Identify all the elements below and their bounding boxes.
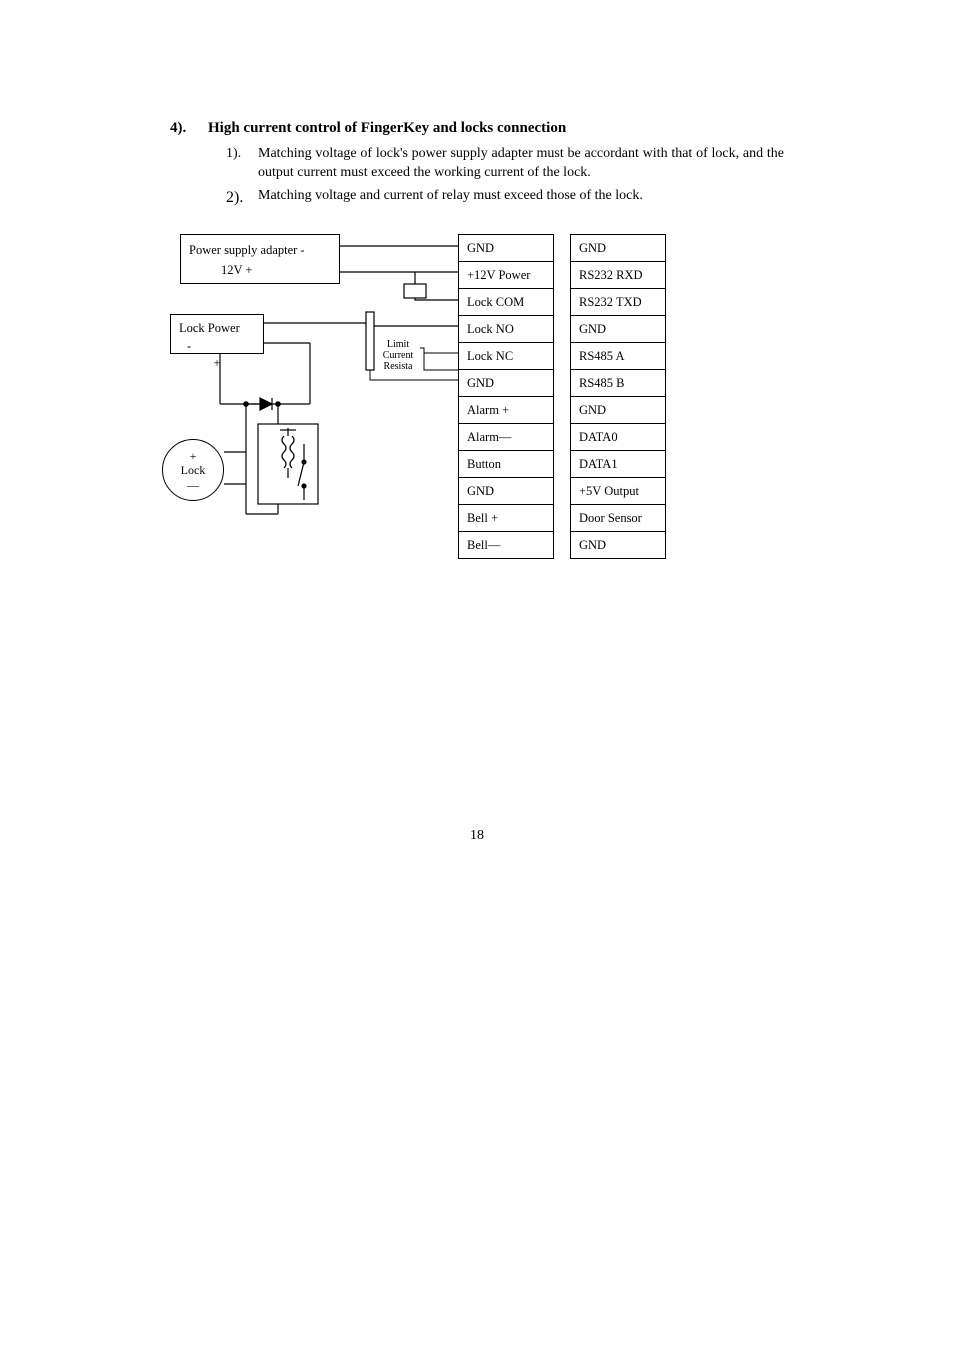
lock-power-label: Lock Power — [179, 321, 240, 335]
page-number: 18 — [170, 828, 784, 844]
terminal-left: +12V Power — [458, 261, 554, 289]
terminal-left: GND — [458, 234, 554, 262]
instruction-list: 1). Matching voltage of lock's power sup… — [226, 145, 784, 208]
lock-power-neg: - — [187, 339, 191, 353]
terminal-left: Alarm + — [458, 396, 554, 424]
lock-power-box: Lock Power - + — [170, 314, 264, 354]
terminal-right: RS232 TXD — [570, 288, 666, 316]
terminal-left: Alarm— — [458, 423, 554, 451]
psa-line2: 12V + — [189, 260, 331, 280]
terminal-left: Lock NO — [458, 315, 554, 343]
lock-label: Lock — [181, 463, 206, 477]
terminal-right: RS232 RXD — [570, 261, 666, 289]
terminal-right: GND — [570, 315, 666, 343]
terminal-right: GND — [570, 396, 666, 424]
list-item-text: Matching voltage and current of relay mu… — [258, 187, 784, 209]
terminal-left: Bell + — [458, 504, 554, 532]
heading-text: High current control of FingerKey and lo… — [208, 120, 566, 137]
limit-current-resistor-label: Limit Current Resista — [376, 339, 420, 372]
resistor-l1: Limit — [376, 339, 420, 350]
wiring-diagram: Power supply adapter - 12V + Lock Power … — [160, 228, 690, 588]
terminal-right: RS485 A — [570, 342, 666, 370]
lock-symbol: + Lock — — [162, 439, 224, 501]
terminal-right: +5V Output — [570, 477, 666, 505]
power-supply-adapter-box: Power supply adapter - 12V + — [180, 234, 340, 284]
list-item-text: Matching voltage of lock's power supply … — [258, 145, 784, 183]
terminal-left: Bell— — [458, 531, 554, 559]
resistor-l3: Resista — [376, 361, 420, 372]
lock-minus: — — [187, 478, 199, 492]
list-item: 1). Matching voltage of lock's power sup… — [226, 145, 784, 183]
psa-line1: Power supply adapter - — [189, 240, 331, 260]
terminal-right: GND — [570, 531, 666, 559]
terminal-left: Lock COM — [458, 288, 554, 316]
terminal-right: RS485 B — [570, 369, 666, 397]
resistor-l2: Current — [376, 350, 420, 361]
terminal-left: Lock NC — [458, 342, 554, 370]
terminal-right: DATA0 — [570, 423, 666, 451]
list-item-number: 1). — [226, 145, 258, 183]
section-heading: 4). High current control of FingerKey an… — [170, 120, 784, 137]
lock-plus: + — [190, 449, 197, 463]
terminal-left: GND — [458, 369, 554, 397]
list-item-number: 2). — [226, 187, 258, 209]
lock-power-pos: + — [213, 356, 220, 370]
heading-number: 4). — [170, 120, 208, 137]
terminal-right: Door Sensor — [570, 504, 666, 532]
terminal-left: GND — [458, 477, 554, 505]
list-item: 2). Matching voltage and current of rela… — [226, 187, 784, 209]
terminal-right: GND — [570, 234, 666, 262]
terminal-right: DATA1 — [570, 450, 666, 478]
terminal-left: Button — [458, 450, 554, 478]
